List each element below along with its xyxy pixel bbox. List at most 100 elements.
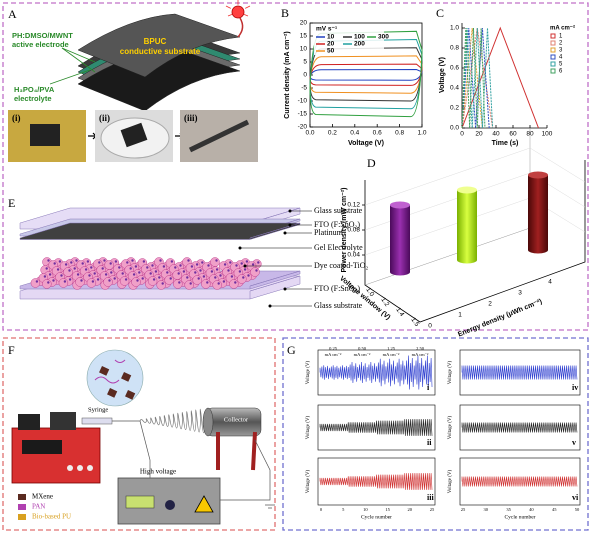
tick-label: 15 xyxy=(300,33,308,40)
tio2-particle xyxy=(237,274,247,284)
panel-letter: E xyxy=(8,196,15,210)
dye xyxy=(158,276,161,279)
axis-label: Voltage (V) xyxy=(348,140,384,147)
label: Collector xyxy=(224,416,249,423)
dye xyxy=(199,269,202,272)
dye xyxy=(70,261,73,264)
dye xyxy=(255,269,258,272)
dye xyxy=(132,273,136,276)
tick-label: -10 xyxy=(298,98,308,105)
photo-object xyxy=(188,119,250,153)
tick-label: 1.0 xyxy=(450,25,459,32)
dye xyxy=(56,268,60,271)
tio2-particle xyxy=(86,278,97,288)
dye xyxy=(84,268,88,271)
dye xyxy=(118,266,121,269)
dye xyxy=(247,274,250,277)
f-frame xyxy=(2,337,276,531)
dye xyxy=(219,274,222,277)
dye xyxy=(98,261,101,264)
dye xyxy=(58,260,62,263)
wire xyxy=(139,420,271,501)
tick-label: 3 xyxy=(518,290,522,297)
film-top xyxy=(77,13,241,78)
pump-button xyxy=(87,465,93,471)
tick-label: 2 xyxy=(488,301,492,308)
dye xyxy=(187,259,190,262)
dye xyxy=(214,276,217,279)
tick-label: -20 xyxy=(298,124,308,131)
dye xyxy=(166,271,169,274)
pump-button xyxy=(77,465,83,471)
tick-label: 0 xyxy=(428,323,432,330)
legend-marker xyxy=(550,61,556,67)
dye xyxy=(217,282,220,285)
tick-label: 10 xyxy=(363,507,368,512)
dye xyxy=(43,275,47,278)
cylinder xyxy=(390,205,410,272)
tick-label: 1.0 xyxy=(364,286,375,298)
gcd-curve xyxy=(461,26,539,129)
tick-label: 1 xyxy=(458,312,462,319)
grid-line xyxy=(364,147,586,206)
polymer-chain xyxy=(94,359,126,384)
dye xyxy=(88,274,91,277)
cylinder-top xyxy=(390,201,410,209)
pump-button xyxy=(67,465,73,471)
axis-label: Power density (mW cm⁻²) xyxy=(341,188,348,273)
dye xyxy=(235,264,238,267)
plot-frame xyxy=(459,349,581,396)
tio2-particle xyxy=(75,277,85,287)
tick-label: 35 xyxy=(506,507,511,512)
tick-label: 0.6 xyxy=(373,130,382,137)
tick-label: 45 xyxy=(552,507,557,512)
rate-unit: mA cm⁻² xyxy=(354,352,371,357)
panel-letter: A xyxy=(8,7,17,21)
axis-label: Voltage (V) xyxy=(306,360,311,384)
dye xyxy=(238,270,242,273)
dye xyxy=(189,282,192,285)
dye xyxy=(47,259,50,262)
cylinder-top xyxy=(457,186,477,194)
layer-label: Dye coated-TiO₂ xyxy=(314,261,368,270)
dye xyxy=(154,270,158,273)
dye xyxy=(149,272,152,275)
tick-label: 25 xyxy=(430,507,435,512)
pump-display xyxy=(22,440,62,454)
tick-label: 60 xyxy=(509,131,517,138)
jet-spiral xyxy=(139,408,206,434)
dye xyxy=(190,265,194,268)
dye xyxy=(152,278,156,281)
row-label: v xyxy=(572,438,576,447)
dye xyxy=(201,261,204,264)
label: active electrode xyxy=(12,40,69,49)
bulb-ray xyxy=(243,14,249,17)
axis-label: Voltage (V) xyxy=(439,57,446,93)
dye xyxy=(90,266,93,269)
dye xyxy=(35,280,39,283)
plot-frame xyxy=(459,457,581,506)
dye xyxy=(207,264,210,267)
legend-entry: 2 xyxy=(559,41,563,47)
legend-title: mA cm⁻² xyxy=(550,25,575,32)
leader xyxy=(49,69,91,85)
voltage-trace xyxy=(319,473,433,490)
cv-curve xyxy=(309,69,423,81)
tick-label: 5 xyxy=(342,507,345,512)
panel-letter: G xyxy=(287,343,296,357)
dye xyxy=(227,269,230,272)
dye xyxy=(91,280,95,283)
dye xyxy=(210,270,214,273)
dye xyxy=(129,267,132,270)
dye xyxy=(162,265,166,268)
warning-sign xyxy=(194,495,214,513)
tio2-particle xyxy=(192,275,202,285)
hv-knob xyxy=(165,500,175,510)
tio2-particle xyxy=(63,267,73,277)
layer-label: Glass substrate xyxy=(314,206,363,215)
legend-entry: 100 xyxy=(354,34,365,41)
tick-label: 10 xyxy=(300,46,308,53)
dye xyxy=(93,272,96,275)
legend-entry: 6 xyxy=(559,69,563,75)
